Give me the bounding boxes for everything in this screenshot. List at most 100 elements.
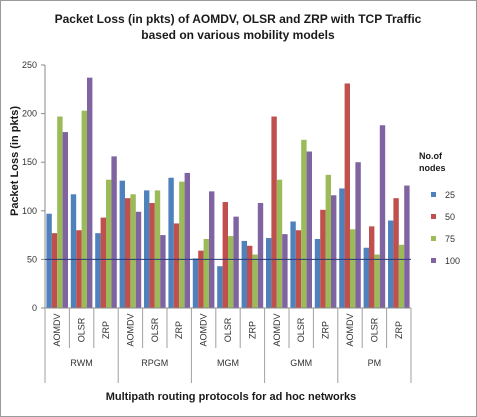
bar-100-12: [355, 162, 361, 308]
bar-50-2: [100, 217, 106, 308]
bar-50-14: [393, 198, 399, 308]
bar-75-2: [106, 179, 112, 308]
bar-75-14: [398, 244, 405, 308]
bar-50-10: [295, 230, 302, 308]
bar-100-4: [160, 235, 166, 308]
bar-100-6: [209, 191, 215, 308]
bar-25-0: [46, 213, 52, 308]
bar-75-8: [252, 254, 258, 308]
bar-75-6: [203, 238, 209, 308]
x-category-label: AOMDV: [125, 313, 135, 346]
x-axis-title: Multipath routing protocols for ad hoc n…: [106, 391, 357, 403]
bar-75-1: [81, 110, 87, 309]
x-group-label: MGM: [217, 358, 239, 368]
legend-swatch-50: [431, 214, 436, 219]
x-category-label: ZRP: [247, 321, 257, 339]
bar-75-3: [130, 194, 136, 308]
legend-swatch-100: [431, 258, 436, 263]
bar-50-4: [149, 203, 155, 308]
y-tick-label: 0: [32, 303, 37, 313]
y-tick-label: 200: [22, 109, 37, 119]
bar-100-8: [257, 203, 264, 308]
x-category-label: AOMDV: [345, 313, 355, 346]
legend-label-50: 50: [445, 212, 455, 222]
legend-swatch-25: [431, 192, 436, 197]
bar-25-11: [314, 238, 321, 308]
bar-25-13: [363, 247, 369, 308]
y-tick-label: 50: [27, 254, 37, 264]
x-category-label: ZRP: [394, 321, 404, 339]
bar-100-7: [233, 216, 239, 308]
bar-50-5: [173, 223, 180, 308]
legend-title: No.of: [419, 151, 443, 161]
y-tick-label: 250: [22, 60, 37, 70]
x-category-label: OLSR: [223, 317, 233, 342]
bar-75-11: [325, 174, 331, 308]
bar-75-10: [301, 139, 307, 308]
x-category-label: ZRP: [321, 321, 331, 339]
bar-75-4: [154, 190, 161, 308]
bar-25-12: [339, 188, 345, 308]
x-group-label: RPGM: [141, 358, 168, 368]
legend-swatch-75: [431, 236, 436, 241]
x-category-label: ZRP: [101, 321, 111, 339]
x-category-label: OLSR: [77, 317, 87, 342]
x-group-label: PM: [368, 358, 382, 368]
x-category-label: AOMDV: [199, 313, 209, 346]
bar-100-0: [62, 132, 68, 308]
bar-100-9: [282, 234, 288, 308]
legend-label-25: 25: [445, 190, 455, 200]
bar-25-9: [266, 238, 272, 308]
bar-75-5: [179, 181, 185, 308]
legend-title-line2: nodes: [419, 163, 446, 173]
bar-100-13: [379, 125, 386, 308]
chart-title: Packet Loss (in pkts) of AOMDV, OLSR and…: [55, 12, 422, 26]
bar-50-0: [51, 233, 58, 308]
x-category-label: ZRP: [174, 321, 184, 339]
bar-25-14: [388, 220, 394, 308]
bar-25-3: [119, 180, 125, 308]
x-category-label: AOMDV: [272, 313, 282, 346]
legend-label-75: 75: [445, 234, 455, 244]
bar-100-10: [306, 151, 312, 308]
bar-25-2: [95, 233, 101, 308]
legend: 25 50 75 100: [431, 190, 460, 266]
bar-75-12: [350, 229, 356, 308]
y-tick-label: 100: [22, 206, 37, 216]
bar-50-3: [125, 198, 131, 308]
bar-75-0: [57, 116, 63, 309]
x-category-label: OLSR: [296, 317, 306, 342]
legend-label-100: 100: [445, 256, 460, 266]
bar-75-9: [276, 179, 283, 308]
bar-75-13: [374, 254, 380, 308]
x-group-label: GMM: [290, 358, 312, 368]
bar-50-9: [271, 116, 277, 309]
bar-100-14: [404, 185, 410, 308]
bar-100-2: [111, 156, 117, 308]
y-axis-title: Packet Loss (in pkts): [9, 106, 21, 216]
chart-subtitle: based on various mobility models: [141, 28, 335, 42]
bar-100-1: [87, 77, 93, 308]
x-category-label: AOMDV: [52, 313, 62, 346]
bar-50-13: [369, 226, 375, 308]
x-category-label: OLSR: [150, 317, 160, 342]
bar-50-7: [222, 202, 228, 308]
bar-50-1: [76, 230, 82, 308]
bar-25-5: [168, 177, 174, 308]
bar-100-5: [184, 172, 190, 308]
x-group-label: RWM: [70, 358, 92, 368]
bar-25-4: [144, 190, 150, 308]
bar-25-8: [241, 240, 247, 308]
x-category-label: OLSR: [369, 317, 379, 342]
bar-25-6: [192, 258, 199, 308]
bar-25-10: [290, 221, 296, 308]
bar-100-11: [331, 195, 337, 308]
bar-75-7: [228, 236, 234, 308]
bar-50-12: [344, 83, 350, 308]
plot-area: 0 50 100 150 200 250 AOMDV OLSR ZRP AOMDV OLSR ZRP A…: [22, 60, 412, 383]
bar-50-8: [247, 245, 253, 308]
bar-50-6: [198, 250, 204, 308]
y-tick-label: 150: [22, 157, 37, 167]
